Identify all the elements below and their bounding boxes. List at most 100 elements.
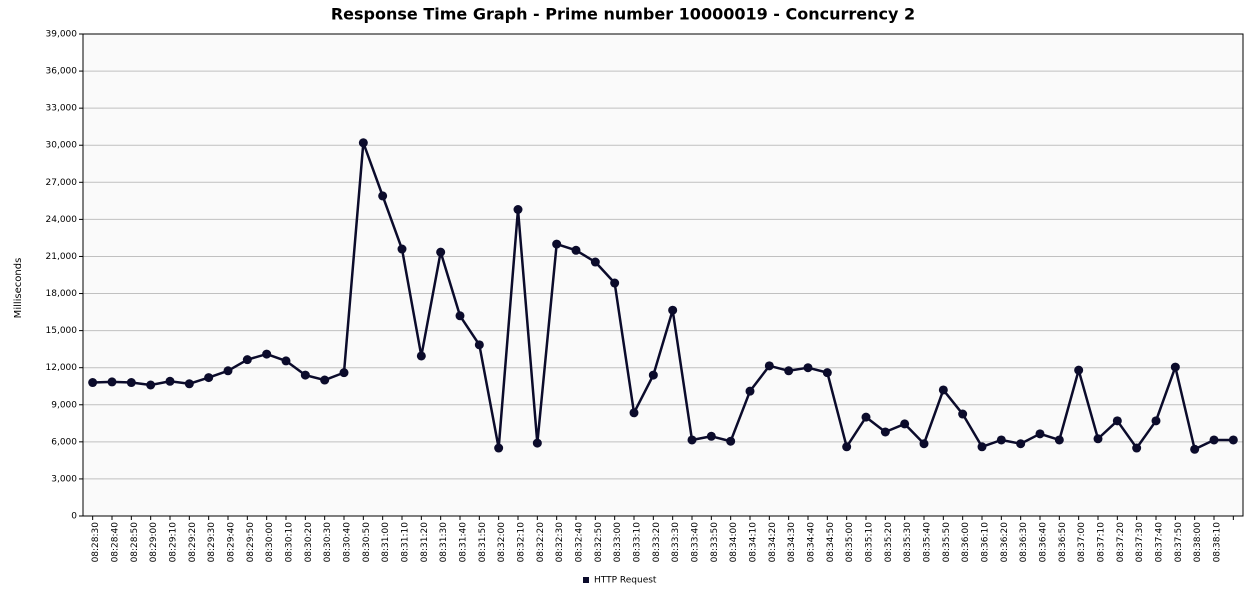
marker: [610, 278, 620, 288]
x-tick-label: 08:37:50: [1174, 522, 1184, 563]
x-tick-label: 08:33:10: [633, 522, 643, 563]
x-tick-label: 08:34:20: [768, 522, 778, 563]
x-tick-label: 08:37:10: [1097, 522, 1107, 563]
marker: [455, 311, 465, 321]
x-tick-label: 08:38:10: [1213, 522, 1223, 563]
x-tick-label: 08:29:40: [227, 522, 237, 563]
x-tick-label: 08:28:40: [111, 522, 121, 563]
x-tick-label: 08:30:50: [362, 522, 372, 563]
marker: [474, 340, 484, 350]
x-tick-label: 08:37:40: [1155, 522, 1165, 563]
x-tick-label: 08:37:00: [1077, 522, 1087, 563]
marker: [358, 138, 368, 148]
marker: [629, 408, 639, 418]
plot-border: [82, 33, 1244, 517]
marker: [513, 204, 523, 214]
marker: [919, 439, 929, 449]
y-tick-label: 33,000: [46, 104, 78, 114]
marker: [1054, 435, 1064, 445]
marker: [1132, 443, 1142, 453]
marker: [146, 380, 156, 390]
x-tick-label: 08:36:00: [961, 522, 971, 563]
x-tick-label: 08:38:00: [1193, 522, 1203, 563]
marker: [822, 368, 832, 378]
marker: [1093, 434, 1103, 444]
chart-title: Response Time Graph - Prime number 10000…: [331, 5, 915, 24]
y-tick-label: 30,000: [46, 141, 78, 151]
marker: [165, 376, 175, 386]
x-tick-label: 08:30:10: [285, 522, 295, 563]
marker: [1035, 429, 1045, 439]
marker: [184, 379, 194, 389]
y-tick-label: 9,000: [51, 400, 77, 410]
marker: [1209, 435, 1219, 445]
marker: [300, 370, 310, 380]
marker: [900, 419, 910, 429]
marker: [745, 386, 755, 396]
x-tick-label: 08:36:10: [981, 522, 991, 563]
x-tick-label: 08:36:50: [1058, 522, 1068, 563]
y-tick-label: 36,000: [46, 67, 78, 77]
x-tick-label: 08:31:10: [401, 522, 411, 563]
marker: [687, 435, 697, 445]
y-tick-label: 24,000: [46, 215, 78, 225]
x-tick-label: 08:33:50: [710, 522, 720, 563]
y-tick-label: 12,000: [46, 363, 78, 373]
y-tick-label: 15,000: [46, 326, 78, 336]
marker: [262, 349, 272, 359]
x-tick-label: 08:35:30: [903, 522, 913, 563]
legend-label: HTTP Request: [594, 576, 657, 586]
x-tick-label: 08:30:30: [323, 522, 333, 563]
x-tick-label: 08:29:30: [207, 522, 217, 563]
marker: [378, 191, 388, 201]
marker: [1151, 416, 1161, 426]
marker: [784, 366, 794, 376]
marker: [552, 239, 562, 249]
x-tick-label: 08:31:30: [439, 522, 449, 563]
x-tick-label: 08:34:30: [787, 522, 797, 563]
x-tick-label: 08:36:40: [1039, 522, 1049, 563]
x-tick-label: 08:28:50: [130, 522, 140, 563]
marker: [107, 377, 117, 387]
marker: [571, 245, 581, 255]
marker: [436, 247, 446, 257]
x-tick-label: 08:36:20: [1000, 522, 1010, 563]
x-tick-label: 08:33:20: [652, 522, 662, 563]
x-tick-label: 08:29:20: [188, 522, 198, 563]
y-tick-label: 6,000: [51, 437, 77, 447]
x-tick-label: 08:31:00: [381, 522, 391, 563]
legend-swatch: [583, 577, 589, 583]
y-tick-label: 39,000: [46, 30, 78, 40]
x-tick-label: 08:29:10: [169, 522, 179, 563]
x-tick-label: 08:28:30: [91, 522, 101, 563]
marker: [861, 412, 871, 422]
x-tick-label: 08:35:40: [923, 522, 933, 563]
x-tick-label: 08:35:00: [845, 522, 855, 563]
marker: [590, 257, 600, 267]
marker: [223, 366, 233, 376]
marker: [938, 385, 948, 395]
x-tick-label: 08:29:50: [246, 522, 256, 563]
x-tick-label: 08:37:20: [1116, 522, 1126, 563]
marker: [397, 244, 407, 254]
marker: [320, 375, 330, 385]
x-tick-label: 08:32:20: [536, 522, 546, 563]
x-tick-label: 08:31:50: [478, 522, 488, 563]
x-tick-label: 08:31:40: [459, 522, 469, 563]
x-tick-label: 08:33:00: [613, 522, 623, 563]
marker: [532, 438, 542, 448]
x-tick-label: 08:33:40: [691, 522, 701, 563]
x-tick-label: 08:32:50: [594, 522, 604, 563]
x-tick-label: 08:32:00: [497, 522, 507, 563]
x-tick-label: 08:30:00: [265, 522, 275, 563]
y-tick-label: 0: [71, 512, 77, 522]
marker: [1074, 365, 1084, 375]
x-tick-label: 08:37:30: [1135, 522, 1145, 563]
marker: [668, 305, 678, 315]
y-tick-label: 21,000: [46, 252, 78, 262]
marker: [1190, 444, 1200, 454]
marker: [706, 431, 716, 441]
y-tick-label: 27,000: [46, 178, 78, 188]
marker: [242, 355, 252, 365]
marker: [1228, 435, 1238, 445]
